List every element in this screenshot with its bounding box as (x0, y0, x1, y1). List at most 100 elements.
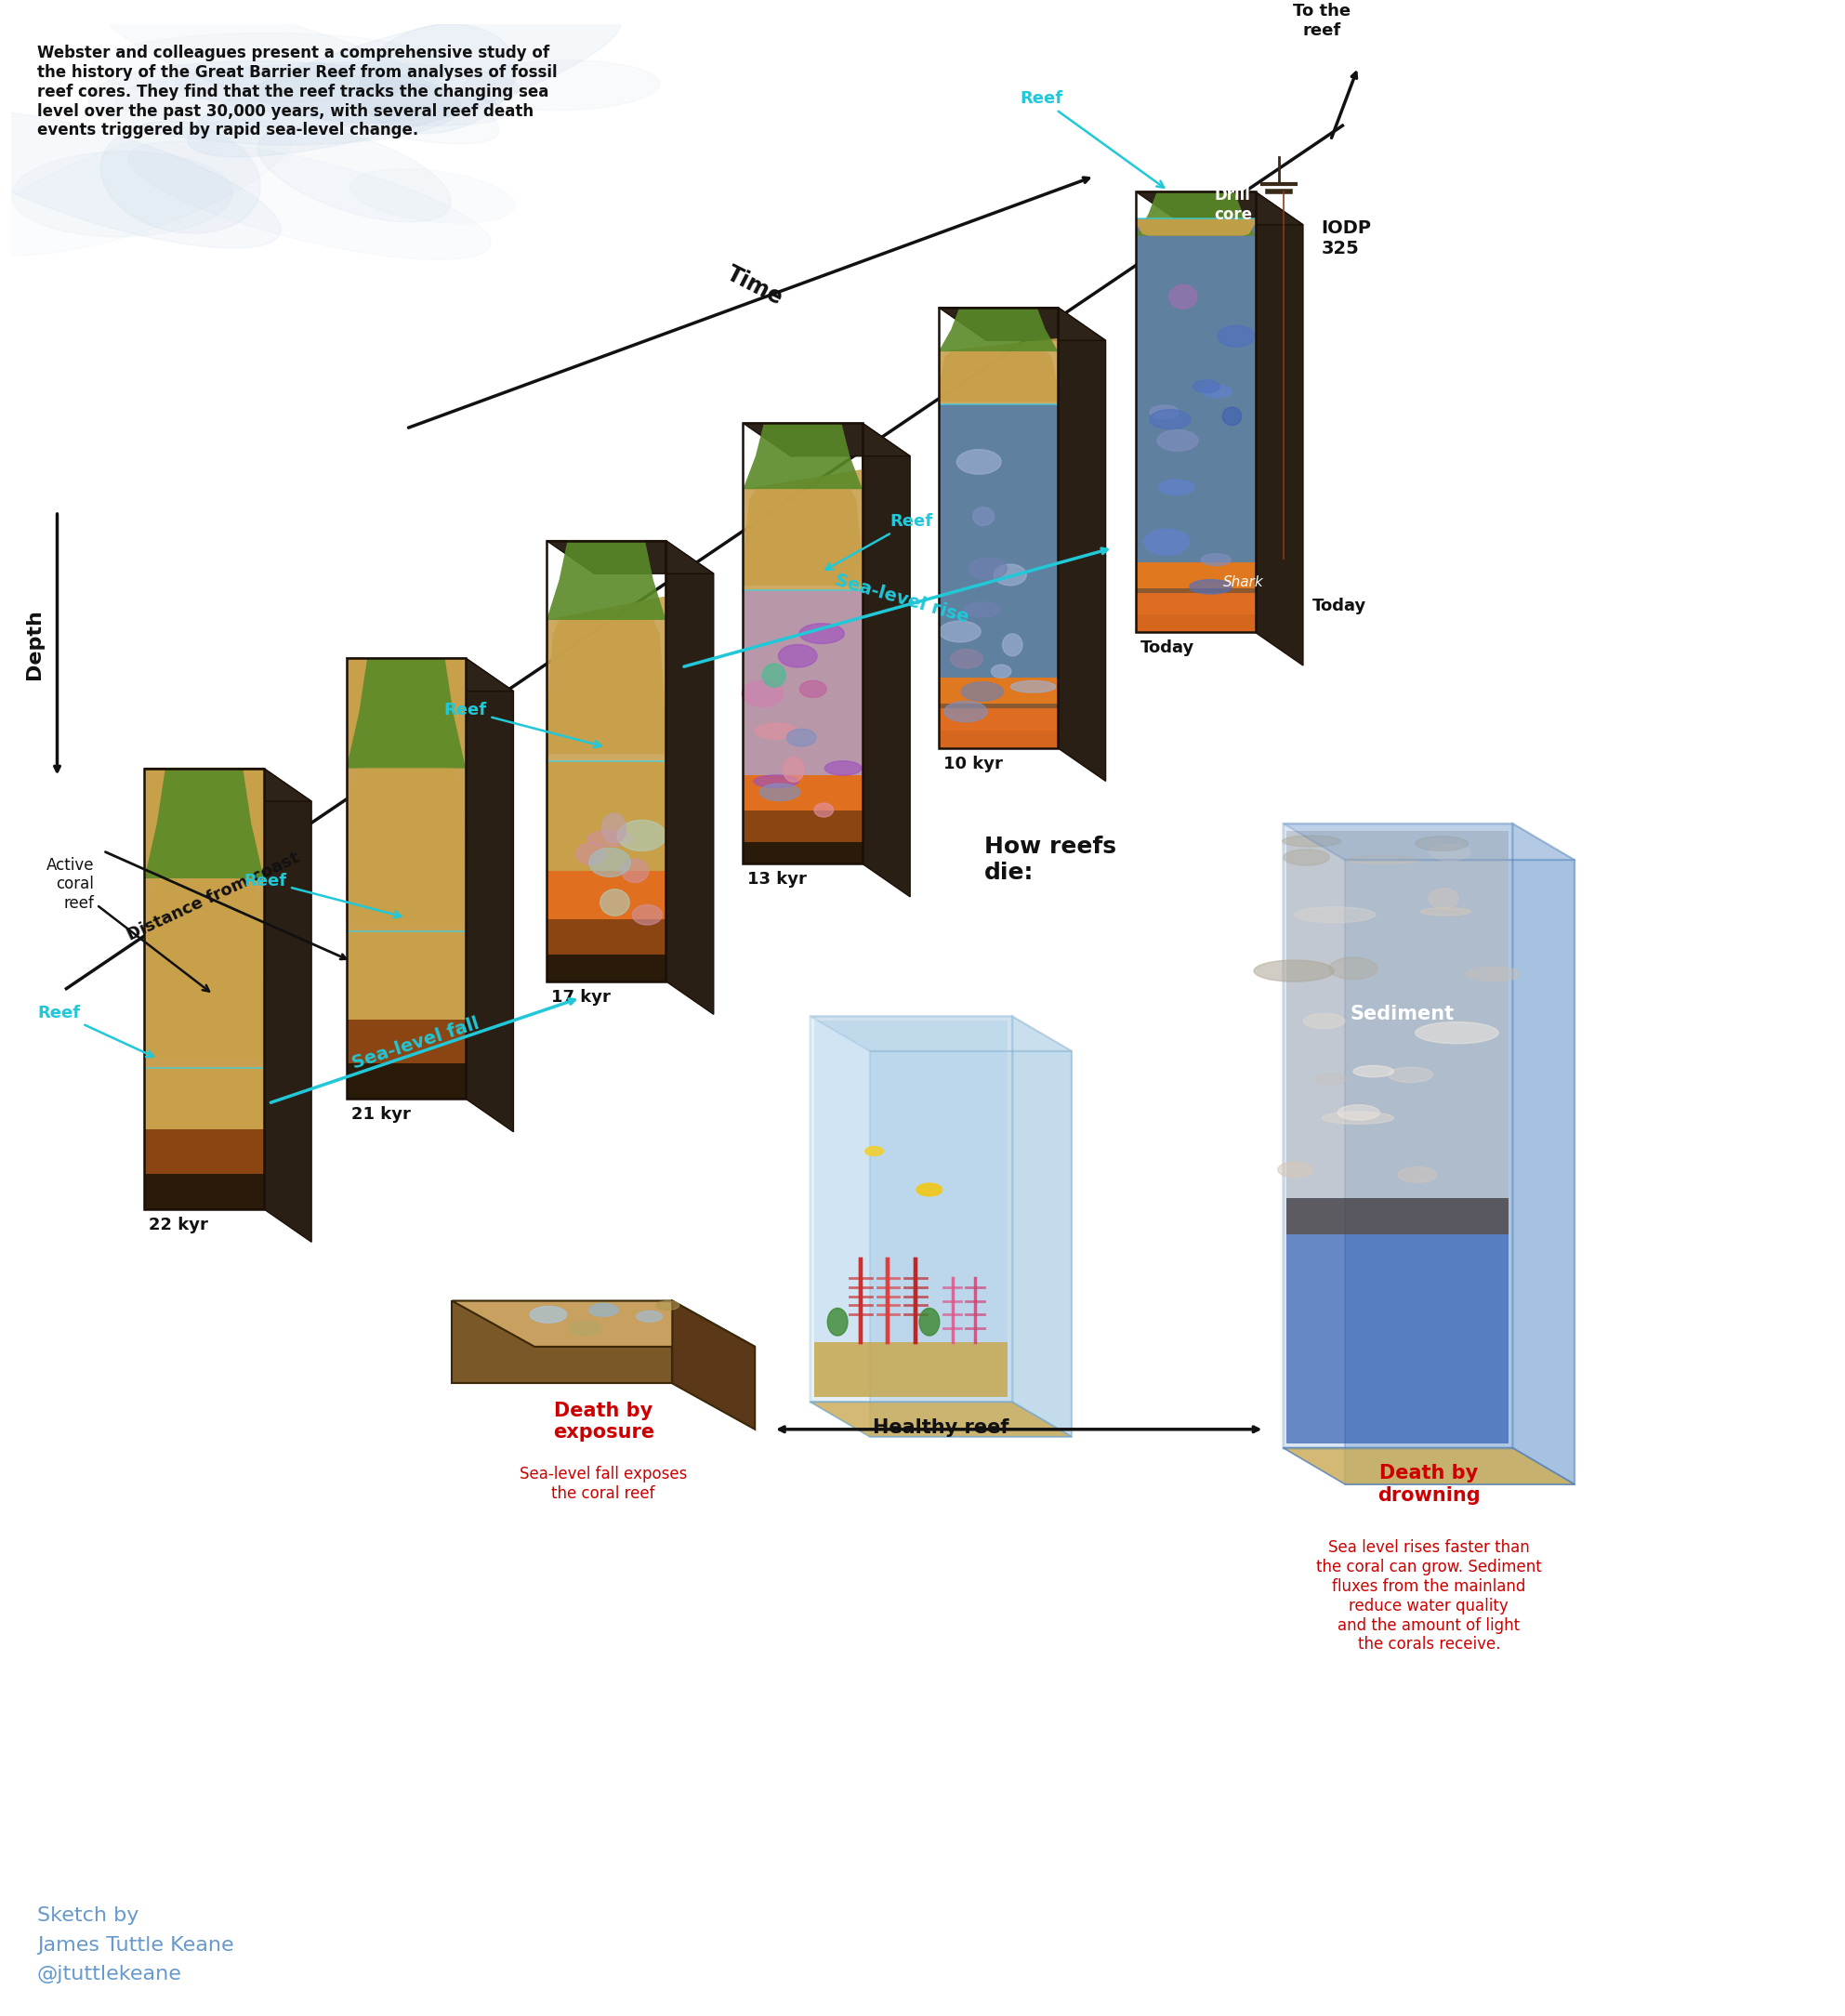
Ellipse shape (1223, 407, 1242, 425)
Ellipse shape (958, 450, 1002, 474)
Ellipse shape (786, 730, 815, 746)
Polygon shape (144, 768, 312, 800)
Polygon shape (672, 1300, 755, 1429)
Polygon shape (347, 1064, 465, 1099)
Polygon shape (939, 730, 1057, 748)
Text: To the
reef: To the reef (1293, 4, 1351, 38)
Text: Today: Today (1140, 639, 1196, 657)
Ellipse shape (1157, 429, 1197, 452)
Ellipse shape (784, 758, 804, 782)
Polygon shape (744, 591, 862, 776)
Ellipse shape (622, 859, 649, 883)
Polygon shape (1286, 831, 1509, 1198)
Polygon shape (1137, 615, 1255, 633)
Ellipse shape (945, 702, 987, 722)
Ellipse shape (463, 60, 661, 111)
Polygon shape (744, 470, 862, 591)
Text: Reef: Reef (1020, 91, 1164, 187)
Ellipse shape (188, 6, 620, 157)
Ellipse shape (969, 558, 1007, 579)
Ellipse shape (1415, 837, 1469, 851)
Ellipse shape (360, 24, 517, 133)
Polygon shape (939, 405, 1057, 748)
Polygon shape (939, 351, 1057, 401)
Polygon shape (744, 423, 862, 490)
Polygon shape (666, 540, 714, 1014)
Polygon shape (939, 306, 1105, 341)
Ellipse shape (589, 1304, 618, 1316)
Ellipse shape (1387, 1066, 1434, 1083)
Ellipse shape (1399, 1167, 1437, 1183)
Polygon shape (744, 490, 862, 585)
Text: Sea-level rise: Sea-level rise (832, 571, 970, 627)
Polygon shape (546, 540, 714, 575)
Ellipse shape (919, 1308, 939, 1337)
Text: Time: Time (723, 262, 788, 310)
Text: How reefs
die:: How reefs die: (985, 837, 1116, 885)
Ellipse shape (814, 802, 834, 816)
Ellipse shape (92, 32, 450, 103)
Polygon shape (452, 1300, 755, 1347)
Text: Healthy reef: Healthy reef (873, 1419, 1009, 1437)
Text: Depth: Depth (26, 609, 44, 679)
Ellipse shape (1430, 845, 1470, 861)
Text: Active
coral
reef: Active coral reef (46, 857, 208, 992)
Ellipse shape (568, 1320, 601, 1335)
Polygon shape (810, 1401, 1072, 1437)
Ellipse shape (1421, 907, 1470, 915)
Ellipse shape (991, 665, 1011, 677)
Ellipse shape (755, 774, 799, 788)
Ellipse shape (762, 663, 786, 687)
Ellipse shape (0, 119, 292, 256)
Text: 10 kyr: 10 kyr (943, 756, 1002, 772)
Ellipse shape (89, 60, 461, 145)
Ellipse shape (1255, 960, 1334, 982)
Polygon shape (1282, 823, 1513, 1447)
Ellipse shape (258, 127, 450, 222)
Polygon shape (810, 1016, 1072, 1050)
Text: Today: Today (1312, 597, 1367, 615)
Polygon shape (744, 591, 862, 863)
Polygon shape (144, 768, 264, 879)
Ellipse shape (799, 681, 827, 698)
Polygon shape (1137, 589, 1255, 615)
Polygon shape (347, 736, 465, 931)
Polygon shape (144, 879, 264, 1058)
Polygon shape (144, 1068, 264, 1210)
Polygon shape (1137, 218, 1255, 562)
Polygon shape (347, 931, 465, 1099)
Text: Shark: Shark (1223, 575, 1264, 589)
Ellipse shape (779, 645, 817, 667)
Ellipse shape (101, 0, 498, 143)
Text: Sea-level fall exposes
the coral reef: Sea-level fall exposes the coral reef (520, 1466, 688, 1502)
Polygon shape (810, 1016, 1013, 1401)
Polygon shape (1137, 562, 1255, 589)
Ellipse shape (114, 62, 518, 127)
Ellipse shape (1315, 1075, 1349, 1085)
Polygon shape (546, 919, 666, 956)
Text: 17 kyr: 17 kyr (552, 988, 611, 1006)
Polygon shape (1282, 1447, 1576, 1484)
Polygon shape (1137, 192, 1303, 224)
Polygon shape (144, 1173, 264, 1210)
Text: Distance from coast: Distance from coast (124, 849, 303, 943)
Polygon shape (939, 708, 1057, 748)
Ellipse shape (755, 724, 797, 740)
Ellipse shape (799, 623, 845, 643)
Ellipse shape (965, 603, 1000, 617)
Polygon shape (1286, 1198, 1509, 1443)
Ellipse shape (1467, 968, 1520, 982)
Polygon shape (347, 768, 465, 923)
Text: Reef: Reef (445, 702, 601, 748)
Ellipse shape (101, 121, 260, 234)
Polygon shape (1057, 306, 1105, 780)
Polygon shape (939, 339, 1057, 405)
Ellipse shape (760, 784, 801, 800)
Polygon shape (744, 423, 910, 456)
Text: Reef: Reef (825, 514, 934, 571)
Polygon shape (939, 405, 1057, 677)
Ellipse shape (657, 1300, 679, 1310)
Ellipse shape (587, 831, 633, 847)
Ellipse shape (1415, 1022, 1498, 1044)
Text: Sketch by
James Tuttle Keane
@jtuttlekeane: Sketch by James Tuttle Keane @jtuttlekea… (37, 1907, 234, 1984)
